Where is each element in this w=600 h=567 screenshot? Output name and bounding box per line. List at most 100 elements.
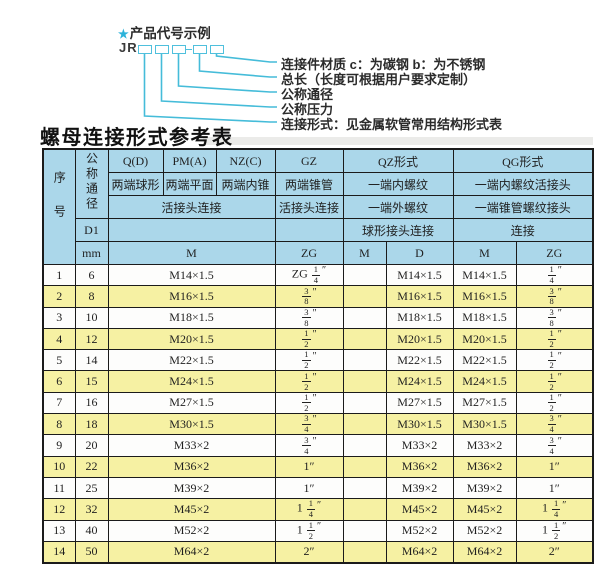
header-conn-qpn: 活接头连接 xyxy=(107,195,276,219)
cell-qz-d: M22×1.5 xyxy=(385,349,454,372)
code-box xyxy=(172,45,186,54)
code-box xyxy=(138,45,152,54)
cell-seq: 2 xyxy=(42,285,76,308)
cell-qz-m xyxy=(342,540,387,564)
table-row: 5 14 M22×1.5 1 2 ″ M22×1.5 M22×1.5 1 2 ″ xyxy=(42,349,594,372)
cell-qg-m: M16×1.5 xyxy=(452,285,517,308)
header-conn-qz: 一端外螺纹 xyxy=(342,195,454,219)
header-unit-qg-m: M xyxy=(452,241,517,265)
header-unit-qz-d: D xyxy=(385,241,454,265)
cell-m: M22×1.5 xyxy=(107,349,276,372)
header-conn2-qz: 球形接头连接 xyxy=(342,218,454,242)
table-row: 8 18 M30×1.5 3 4 ″ M30×1.5 M30×1.5 3 4 ″ xyxy=(42,413,594,436)
cell-m: M36×2 xyxy=(107,455,276,478)
header-conn-gz: 活接头连接 xyxy=(274,195,344,219)
cell-qz-d: M30×1.5 xyxy=(385,413,454,436)
table-row: 4 12 M20×1.5 1 2 ″ M20×1.5 M20×1.5 1 2 ″ xyxy=(42,327,594,351)
cell-qz-d: M18×1.5 xyxy=(385,306,454,329)
cell-qz-d: M64×2 xyxy=(385,540,454,564)
diagram-label: 连接件材质 c：为碳钢 b：为不锈钢 xyxy=(281,57,486,72)
product-code-diagram: ★产品代号示例 JR 连接件材质 c：为碳钢 b：为不锈钢 总长（长度可根据用户要… xyxy=(0,0,600,140)
table-row: 12 32 M45×2 1 1 4 ″ M45×2 M45×2 1 1 4 ″ xyxy=(42,498,594,521)
cell-gz: 3 8 ″ xyxy=(274,285,344,308)
table-row: 13 40 M52×2 1 1 2 ″ M52×2 M52×2 1 1 2 ″ xyxy=(42,519,594,542)
header-empty-gz xyxy=(274,218,344,242)
cell-m: M33×2 xyxy=(107,434,276,457)
cell-qg-m: M30×1.5 xyxy=(452,413,517,436)
header-conn-qg: 一端锥管螺纹接头 xyxy=(452,195,594,219)
cell-dn: 25 xyxy=(74,476,109,500)
cell-m: M52×2 xyxy=(107,519,276,542)
cell-qz-d: M36×2 xyxy=(385,455,454,478)
cell-qz-m xyxy=(342,263,387,287)
cell-gz: 1 2 ″ xyxy=(274,327,344,351)
header-d1: D1 xyxy=(74,218,109,242)
cell-seq: 8 xyxy=(42,413,76,436)
code-dash xyxy=(186,48,192,51)
header-type-qz: 一端内螺纹 xyxy=(342,172,454,196)
cell-gz: ZG 1 4 ″ xyxy=(274,263,344,287)
cell-m: M18×1.5 xyxy=(107,306,276,329)
table-row: 11 25 M39×2 1″ M39×2 M39×2 1″ xyxy=(42,476,594,500)
cell-qz-d: M24×1.5 xyxy=(385,370,454,393)
cell-qg-zg: 1 2 ″ xyxy=(515,391,594,415)
cell-dn: 16 xyxy=(74,391,109,415)
header-code-gz: GZ xyxy=(274,148,344,173)
cell-seq: 10 xyxy=(42,455,76,478)
header-conn2-qg: 连接 xyxy=(452,218,594,242)
diagram-label: 总长（长度可根据用户要求定制） xyxy=(281,72,477,87)
cell-qz-m xyxy=(342,413,387,436)
cell-seq: 9 xyxy=(42,434,76,457)
cell-qg-m: M22×1.5 xyxy=(452,349,517,372)
cell-qg-zg: 1 4 ″ xyxy=(515,263,594,287)
cell-gz: 3 8 ″ xyxy=(274,306,344,329)
table-body: 1 6 M14×1.5 ZG 1 4 ″ M14×1.5 M14×1.5 1 4 ″ 2 8 M16×1.… xyxy=(42,263,594,564)
cell-qg-zg: 1″ xyxy=(515,476,594,500)
cell-qg-m: M18×1.5 xyxy=(452,306,517,329)
table-row: 3 10 M18×1.5 3 8 ″ M18×1.5 M18×1.5 3 8 ″ xyxy=(42,306,594,329)
cell-qz-d: M16×1.5 xyxy=(385,285,454,308)
header-mm: mm xyxy=(74,241,109,265)
cell-m: M39×2 xyxy=(107,476,276,500)
cell-seq: 4 xyxy=(42,327,76,351)
header-type-pm: 两端平面 xyxy=(162,172,217,196)
cell-qz-d: M14×1.5 xyxy=(385,263,454,287)
header-type-nz: 两端内锥 xyxy=(215,172,276,196)
cell-seq: 7 xyxy=(42,391,76,415)
cell-m: M30×1.5 xyxy=(107,413,276,436)
cell-gz: 1 1 4 ″ xyxy=(274,498,344,521)
cell-m: M27×1.5 xyxy=(107,391,276,415)
cell-qg-zg: 1 2 ″ xyxy=(515,349,594,372)
cell-dn: 32 xyxy=(74,498,109,521)
header-unit-qpn: M xyxy=(107,241,276,265)
table-row: 14 50 M64×2 2″ M64×2 M64×2 2″ xyxy=(42,540,594,564)
cell-qz-m xyxy=(342,370,387,393)
cell-qg-zg: 1 2 ″ xyxy=(515,370,594,393)
cell-dn: 20 xyxy=(74,434,109,457)
header-code-qg: QG形式 xyxy=(452,148,594,173)
cell-m: M16×1.5 xyxy=(107,285,276,308)
cell-qz-m xyxy=(342,327,387,351)
cell-qz-d: M20×1.5 xyxy=(385,327,454,351)
cell-m: M64×2 xyxy=(107,540,276,564)
star-icon: ★ xyxy=(118,27,129,41)
cell-dn: 8 xyxy=(74,285,109,308)
cell-qz-d: M39×2 xyxy=(385,476,454,500)
cell-qz-m xyxy=(342,349,387,372)
table-row: 1 6 M14×1.5 ZG 1 4 ″ M14×1.5 M14×1.5 1 4 ″ xyxy=(42,263,594,287)
cell-qz-m xyxy=(342,285,387,308)
cell-dn: 40 xyxy=(74,519,109,542)
cell-gz: 3 4 ″ xyxy=(274,413,344,436)
cell-dn: 14 xyxy=(74,349,109,372)
nut-connection-table: 序号 公称通径 Q(D) PM(A) NZ(C) GZ QZ形式 QG形式 两端… xyxy=(42,148,594,564)
cell-qz-d: M33×2 xyxy=(385,434,454,457)
diagram-heading: ★产品代号示例 xyxy=(118,22,211,42)
cell-seq: 14 xyxy=(42,540,76,564)
cell-dn: 10 xyxy=(74,306,109,329)
cell-qz-m xyxy=(342,434,387,457)
cell-qz-m xyxy=(342,519,387,542)
cell-gz: 2″ xyxy=(274,540,344,564)
cell-qz-m xyxy=(342,455,387,478)
cell-qz-m xyxy=(342,391,387,415)
